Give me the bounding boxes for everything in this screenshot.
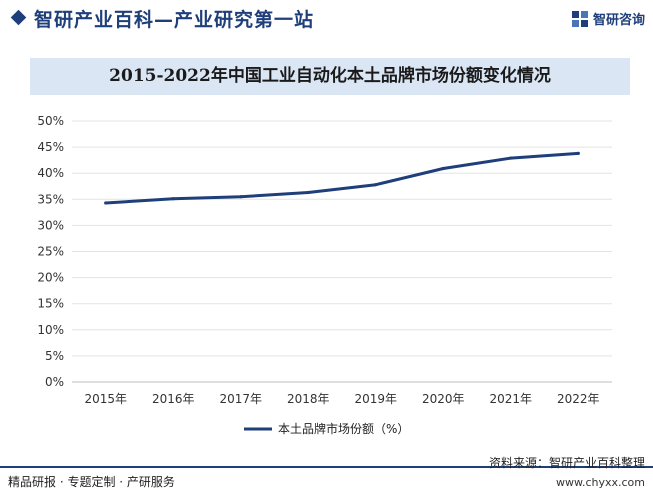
source-note: 资料来源：智研产业百科整理 (488, 456, 645, 470)
y-tick-label: 15% (37, 297, 64, 311)
x-tick-label: 2016年 (152, 392, 195, 406)
data-point (374, 183, 378, 187)
data-point (509, 156, 513, 160)
y-tick-label: 35% (37, 192, 64, 206)
data-point (239, 195, 243, 199)
data-point (306, 190, 310, 195)
x-tick-label: 2015年 (84, 392, 127, 406)
footer-divider (0, 466, 653, 468)
x-tick-label: 2017年 (219, 392, 262, 406)
data-point (441, 166, 445, 171)
x-tick-label: 2018年 (287, 392, 330, 406)
brand-logo-icon (571, 10, 588, 27)
x-tick-label: 2020年 (422, 392, 465, 406)
series-line (104, 151, 580, 205)
x-tick-label: 2019年 (354, 392, 397, 406)
brand-name: 智研咨询 (592, 13, 645, 28)
y-tick-label: 30% (37, 218, 64, 232)
y-tick-label: 40% (37, 166, 64, 180)
data-point (104, 201, 108, 205)
y-tick-label: 5% (45, 349, 64, 363)
chart-title: 2015-2022年中国工业自动化本土品牌市场份额变化情况 (109, 66, 551, 86)
x-tick-label: 2021年 (489, 392, 532, 406)
x-tick-label: 2022年 (557, 392, 600, 406)
y-tick-label: 25% (37, 245, 64, 259)
footer-source-block: 资料来源：智研产业百科整理 www.chyxx.com (489, 456, 645, 490)
y-tick-label: 20% (37, 271, 64, 285)
data-point (576, 151, 580, 155)
source-url[interactable]: www.chyxx.com (555, 476, 645, 489)
data-point (171, 197, 175, 201)
footer-services: 精品研报 · 专题定制 · 产研服务 (8, 475, 175, 489)
chart-title-band: 2015-2022年中国工业自动化本土品牌市场份额变化情况 (30, 58, 630, 95)
y-tick-label: 45% (37, 140, 64, 154)
header-title: 智研产业百科—产业研究第一站 (34, 9, 315, 31)
y-tick-label: 10% (37, 323, 64, 337)
y-tick-label: 0% (45, 375, 64, 389)
header: 智研产业百科—产业研究第一站 智研咨询 (0, 0, 653, 38)
brand[interactable]: 智研咨询 (571, 9, 645, 28)
legend-label: 本土品牌市场份额（%） (278, 421, 409, 436)
y-tick-label: 50% (37, 114, 64, 128)
